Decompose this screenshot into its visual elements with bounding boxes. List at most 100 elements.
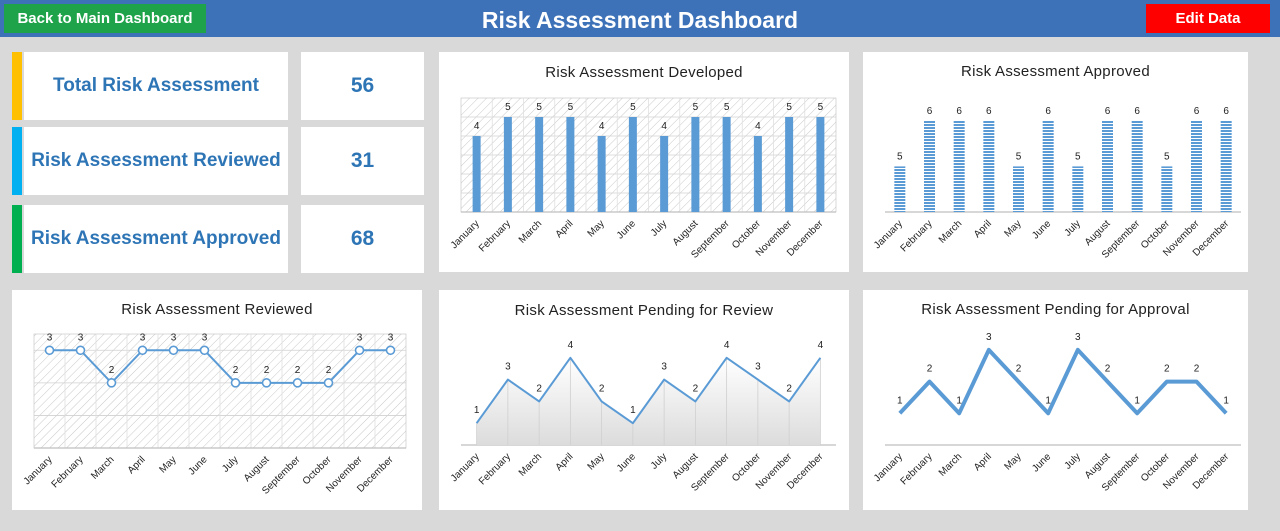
data-label: 2 [109,365,115,376]
tick-label: March [937,218,964,245]
bar [1220,120,1232,212]
tick-label: June [615,218,638,241]
data-label: 5 [1075,151,1081,162]
point [323,378,334,388]
data-label: 3 [755,362,761,373]
bar [597,136,606,212]
chart-reviewed: Risk Assessment Reviewed 3 3 2 3 3 3 2 2 2 2 3 3 Jan… [12,290,422,510]
tick-label: March [517,451,544,478]
data-label: 3 [661,362,667,373]
tick-label: June [187,454,210,477]
data-label: 4 [568,340,574,351]
chart-title-developed: Risk Assessment Developed [545,64,743,81]
tick-label: April [126,454,148,476]
tick-label: April [972,218,994,240]
point [168,345,179,356]
bar [535,117,544,212]
bar [1072,166,1084,212]
edit-data-button[interactable]: Edit Data [1146,4,1270,33]
data-label: 5 [630,102,636,113]
bar [503,117,512,212]
data-label: 1 [1134,395,1140,406]
data-label: 1 [1223,395,1229,406]
bar [1042,120,1054,212]
tick-label: March [517,218,544,245]
data-label: 5 [505,102,511,113]
point [292,378,303,388]
data-label: 2 [295,365,301,376]
data-label: 3 [47,332,53,343]
data-label: 3 [986,332,992,343]
data-label: 6 [1223,106,1229,117]
tick-label: May [157,454,178,475]
data-label: 5 [568,102,574,113]
chart-approved: Risk Assessment Approved 5 6 6 6 5 6 5 6 6 5 6 6 Jan… [863,52,1248,272]
data-label: 2 [693,383,699,394]
back-to-main-dashboard-button[interactable]: Back to Main Dashboard [4,4,206,33]
tick-label: February [899,218,935,254]
data-label: 3 [171,332,177,343]
point [385,345,396,356]
bar [924,120,935,212]
page-title: Risk Assessment Dashboard [481,7,799,33]
kpi-value-total: 56 [301,52,424,120]
tick-label: April [554,218,576,240]
data-label: 2 [1194,364,1200,375]
kpi-label-total: Total Risk Assessment [24,52,288,120]
data-label: 2 [264,365,270,376]
header-bar: Back to Main Dashboard Risk Assessment D… [0,0,1280,37]
tick-label: August [671,218,701,248]
tick-label: July [1063,218,1083,238]
tick-label: May [586,218,607,239]
data-label: 3 [140,332,146,343]
data-label: 6 [986,106,992,117]
point [354,345,365,356]
data-label: 1 [474,405,480,416]
data-label: 5 [897,151,903,162]
bar [1131,120,1143,212]
data-label: 2 [786,383,792,394]
data-label: 2 [1016,364,1022,375]
chart-pending-approval: Risk Assessment Pending for Approval 1 2 1… [863,290,1248,510]
data-label: 1 [1045,395,1051,406]
point [199,345,210,356]
bar [1161,166,1173,212]
chart-title-pending-review: Risk Assessment Pending for Review [514,302,774,319]
data-label: 2 [536,383,542,394]
data-label: 5 [1016,151,1022,162]
bar [953,120,965,212]
data-label: 2 [1105,364,1111,375]
data-label: 3 [357,332,363,343]
data-label: 4 [474,121,480,132]
tick-label: June [1030,218,1053,241]
tick-label: July [1063,451,1083,471]
tick-label: February [477,218,513,254]
data-label: 3 [1075,332,1081,343]
data-label: 6 [956,106,962,117]
tick-label: July [220,454,240,474]
bar [753,136,762,212]
series-line [475,356,822,425]
data-label: 6 [1194,106,1200,117]
tick-label: May [586,451,607,472]
point [261,378,272,388]
tick-label: June [1030,451,1053,474]
point [230,378,241,388]
data-label: 4 [724,340,730,351]
kpi-label-reviewed: Risk Assessment Reviewed [24,127,288,195]
data-label: 4 [599,121,605,132]
chart-developed: Risk Assessment Developed 4 5 5 5 4 5 4 5 5 4 5 5 Ja… [439,52,849,272]
data-label: 5 [1164,151,1170,162]
tick-label: July [649,451,669,471]
bar [785,117,794,212]
point [75,345,86,356]
bar [1191,120,1202,212]
tick-label: February [50,454,86,490]
kpi-strip-approved [12,205,22,273]
data-label: 6 [927,106,933,117]
tick-label: August [242,454,272,484]
tick-label: August [671,451,701,481]
bar [691,117,700,212]
kpi-value-approved: 68 [301,205,424,273]
bar [660,136,669,212]
